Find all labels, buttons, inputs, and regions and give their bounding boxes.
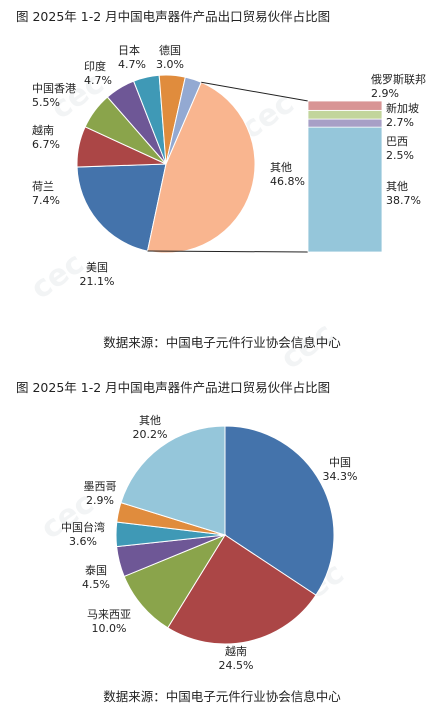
- connector-line-bottom: [147, 250, 309, 253]
- export-slice-6-value-label: 3.0%: [156, 58, 184, 71]
- export-slice-3-label: 中国香港: [32, 82, 76, 95]
- import-chart-source: 数据来源：中国电子元件行业协会信息中心: [103, 689, 341, 704]
- import-slice-2-value-label: 10.0%: [92, 622, 127, 635]
- import-slice-6-label: 其他: [139, 414, 161, 427]
- export-slice-0: [76, 163, 167, 252]
- import-slice-5-label: 墨西哥: [84, 480, 117, 493]
- import-slice-2-label: 马来西亚: [87, 608, 131, 621]
- breakdown-segment-1-label: 巴西: [386, 135, 408, 148]
- import-slice-6: [120, 425, 226, 536]
- import-slice-0-label: 中国: [329, 456, 351, 469]
- breakdown-segment-1: [307, 118, 383, 128]
- breakdown-segment-2: [307, 109, 383, 120]
- export-slice-2-value-label: 6.7%: [32, 138, 60, 151]
- export-slice-5-value-label: 4.7%: [118, 58, 146, 71]
- export-pie: 美国21.1%荷兰7.4%越南6.7%中国香港5.5%印度4.7%日本4.7%德…: [32, 43, 305, 288]
- export-slice-1-label: 荷兰: [32, 180, 54, 193]
- breakdown-segment-3-label: 俄罗斯联邦: [371, 73, 426, 86]
- import-slice-1-value-label: 24.5%: [219, 659, 254, 672]
- export-slice-4-label: 印度: [84, 59, 106, 73]
- breakdown-segment-2-value-label: 2.7%: [386, 116, 414, 129]
- import-slice-3-label: 泰国: [85, 563, 107, 577]
- export-slice-5-label: 日本: [118, 43, 140, 57]
- import-slice-1-label: 越南: [225, 644, 247, 658]
- export-slice-6-label: 德国: [159, 43, 181, 57]
- breakdown-segment-0-value-label: 38.7%: [386, 194, 421, 207]
- breakdown-segment-2-label: 新加坡: [386, 101, 419, 115]
- export-chart-source: 数据来源：中国电子元件行业协会信息中心: [103, 335, 341, 350]
- import-slice-5-value-label: 2.9%: [86, 494, 114, 507]
- import-slice-4-value-label: 3.6%: [69, 535, 97, 548]
- export-slice-0-value-label: 21.1%: [80, 275, 115, 288]
- export-slice-3-value-label: 5.5%: [32, 96, 60, 109]
- export-slice-0-label: 美国: [86, 261, 108, 274]
- breakdown-segment-0: [307, 126, 383, 253]
- export-slice-2-label: 越南: [32, 123, 54, 137]
- export-slice-7-label: 其他: [270, 161, 292, 174]
- breakdown-segment-3: [307, 100, 383, 111]
- import-slice-4-label: 中国台湾: [61, 520, 105, 534]
- import-slice-1: [167, 534, 317, 645]
- export-slice-7-value-label: 46.8%: [270, 175, 305, 188]
- breakdown-segment-3-value-label: 2.9%: [371, 87, 399, 100]
- export-chart-title: 图 2025年 1-2 月中国电声器件产品出口贸易伙伴占比图: [16, 9, 331, 24]
- breakdown-segment-0-label: 其他: [386, 180, 408, 193]
- import-slice-6-value-label: 20.2%: [133, 428, 168, 441]
- export-slice-4-value-label: 4.7%: [84, 74, 112, 87]
- import-slice-3-value-label: 4.5%: [82, 578, 110, 591]
- export-slice-1-value-label: 7.4%: [32, 194, 60, 207]
- import-slice-0-value-label: 34.3%: [323, 470, 358, 483]
- breakdown-segment-1-value-label: 2.5%: [386, 149, 414, 162]
- connector-line-top: [201, 81, 309, 102]
- import-chart-title: 图 2025年 1-2 月中国电声器件产品进口贸易伙伴占比图: [16, 380, 331, 395]
